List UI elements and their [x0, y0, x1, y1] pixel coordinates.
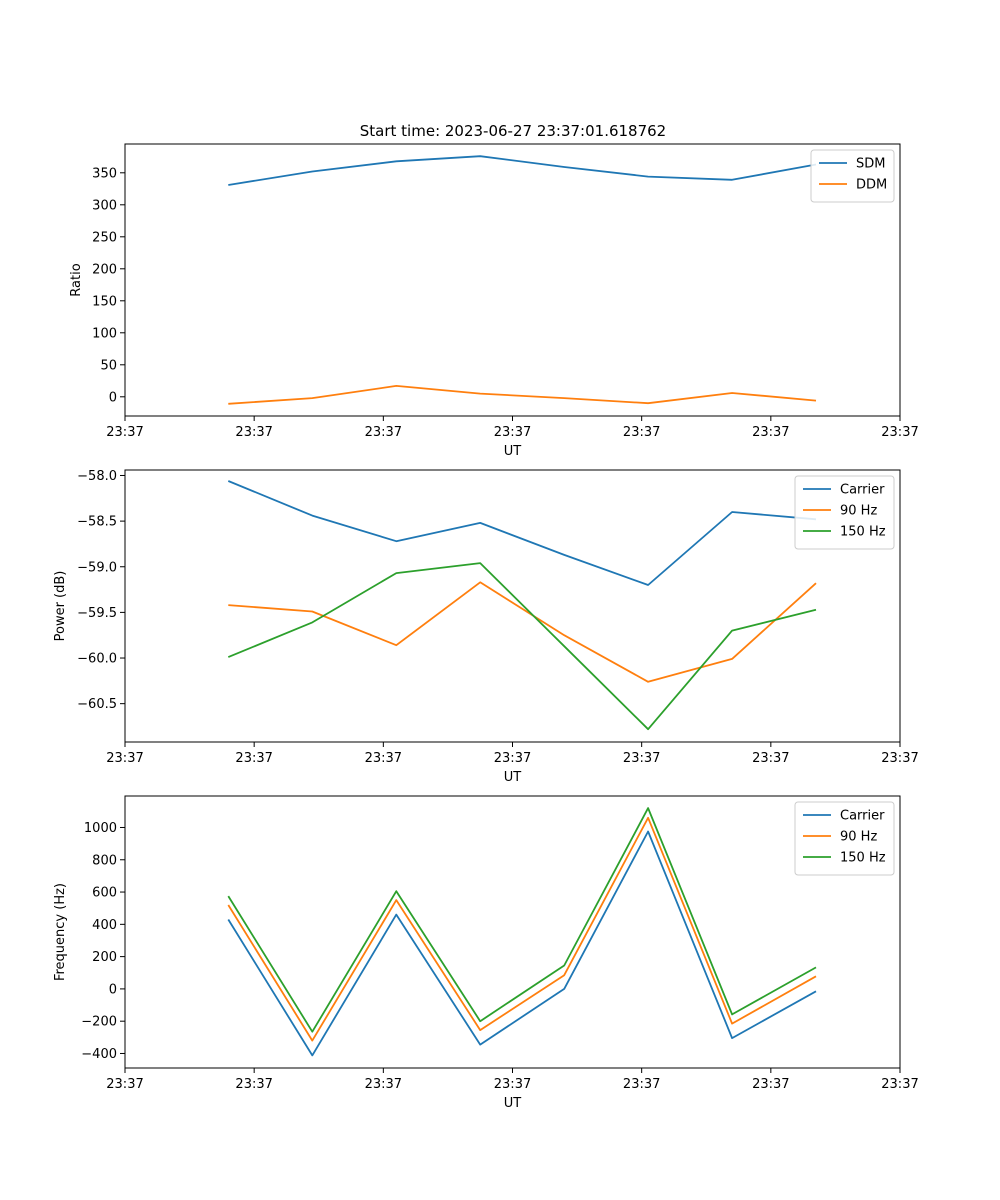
y-tick-label: 300	[92, 198, 117, 213]
legend: Carrier 90 Hz 150 Hz	[794, 801, 895, 876]
legend-label-sdm: SDM	[856, 157, 885, 172]
x-tick-label: 23:37	[752, 1077, 789, 1092]
x-tick-label: 23:37	[365, 751, 402, 766]
y-tick-label: −59.5	[77, 606, 117, 621]
y-tick-label: 600	[92, 886, 117, 901]
legend-label-carrier: Carrier	[840, 809, 885, 824]
y-tick-label: −400	[81, 1047, 117, 1062]
series-line-90-hz	[228, 581, 817, 683]
y-tick-label: 400	[92, 918, 117, 933]
series-line-sdm	[228, 155, 817, 186]
x-tick-label: 23:37	[623, 1077, 660, 1092]
legend: SDM DDM	[810, 149, 895, 203]
y-tick-label: 100	[92, 326, 117, 341]
x-axis-label: UT	[504, 770, 522, 785]
series-line-150-hz	[227, 807, 817, 1033]
y-tick-label: 350	[92, 166, 117, 181]
y-tick-label: 50	[100, 358, 117, 373]
x-tick-label: 23:37	[106, 751, 143, 766]
x-tick-label: 23:37	[752, 425, 789, 440]
legend-label-carrier: Carrier	[840, 483, 885, 498]
x-tick-label: 23:37	[752, 751, 789, 766]
y-tick-label: −200	[81, 1015, 117, 1030]
legend-label-ddm: DDM	[856, 178, 887, 193]
y-tick-label: 1000	[84, 821, 117, 836]
x-tick-label: 23:37	[881, 425, 918, 440]
x-tick-label: 23:37	[881, 751, 918, 766]
y-tick-label: 150	[92, 294, 117, 309]
x-tick-label: 23:37	[494, 1077, 531, 1092]
frequency-panel: 23:37 23:37 23:37 23:37 23:37 23:37 23:37 −400 −…	[53, 795, 919, 1111]
x-tick-label: 23:37	[235, 751, 272, 766]
y-tick-label: −58.0	[77, 469, 117, 484]
axes-frame	[124, 795, 901, 1069]
legend-label-150-hz: 150 Hz	[840, 525, 886, 540]
y-tick-label: −58.5	[77, 515, 117, 530]
series-line-90-hz	[227, 816, 817, 1042]
x-tick-label: 23:37	[494, 425, 531, 440]
figure-title: Start time: 2023-06-27 23:37:01.618762	[360, 122, 666, 140]
x-tick-label: 23:37	[494, 751, 531, 766]
legend-label-90-hz: 90 Hz	[840, 830, 877, 845]
x-tick-label: 23:37	[235, 1077, 272, 1092]
x-tick-label: 23:37	[623, 751, 660, 766]
y-tick-label: −59.0	[77, 560, 117, 575]
x-tick-label: 23:37	[365, 425, 402, 440]
axes-frame	[124, 143, 901, 417]
y-tick-label: −60.5	[77, 697, 117, 712]
ratio-panel: 23:37 23:37 23:37 23:37 23:37 23:37 23:37 0 50 10…	[69, 143, 919, 459]
y-tick-label: 0	[109, 390, 117, 405]
y-tick-label: 200	[92, 262, 117, 277]
power-panel: 23:37 23:37 23:37 23:37 23:37 23:37 23:37 −60.5…	[53, 469, 919, 785]
x-axis-label: UT	[504, 1096, 522, 1111]
x-tick-label: 23:37	[623, 425, 660, 440]
y-tick-label: 250	[92, 230, 117, 245]
x-tick-label: 23:37	[106, 1077, 143, 1092]
legend-label-90-hz: 90 Hz	[840, 504, 877, 519]
series-line-150-hz	[227, 562, 817, 731]
y-axis-label: Power (dB)	[53, 571, 68, 642]
series-line-carrier	[227, 480, 817, 586]
y-axis-label: Ratio	[69, 263, 84, 296]
x-tick-label: 23:37	[881, 1077, 918, 1092]
x-axis-label: UT	[504, 444, 522, 459]
x-tick-label: 23:37	[365, 1077, 402, 1092]
x-tick-label: 23:37	[235, 425, 272, 440]
legend-label-150-hz: 150 Hz	[840, 851, 886, 866]
y-tick-label: 0	[109, 982, 117, 997]
y-tick-label: −60.0	[77, 652, 117, 667]
series-line-ddm	[228, 384, 817, 405]
y-axis-label: Frequency (Hz)	[53, 883, 68, 981]
legend: Carrier 90 Hz 150 Hz	[794, 475, 895, 550]
y-tick-label: 800	[92, 853, 117, 868]
x-tick-label: 23:37	[106, 425, 143, 440]
series-line-carrier	[227, 830, 817, 1057]
y-tick-label: 200	[92, 950, 117, 965]
